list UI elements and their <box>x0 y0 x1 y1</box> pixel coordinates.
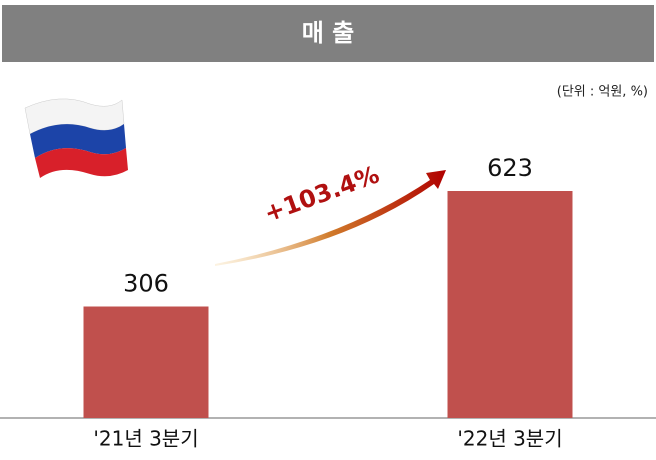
x-tick-label: '21년 3분기 <box>93 427 198 451</box>
bar <box>83 306 209 418</box>
flag <box>24 98 128 178</box>
value-label: 623 <box>487 154 533 182</box>
bar <box>447 191 573 418</box>
x-tick-label: '22년 3분기 <box>457 427 562 451</box>
title-bar <box>2 5 654 62</box>
unit-label: (단위 : 억원, %) <box>557 85 648 100</box>
chart-title: 매 출 <box>302 19 355 47</box>
value-label: 306 <box>123 270 169 298</box>
